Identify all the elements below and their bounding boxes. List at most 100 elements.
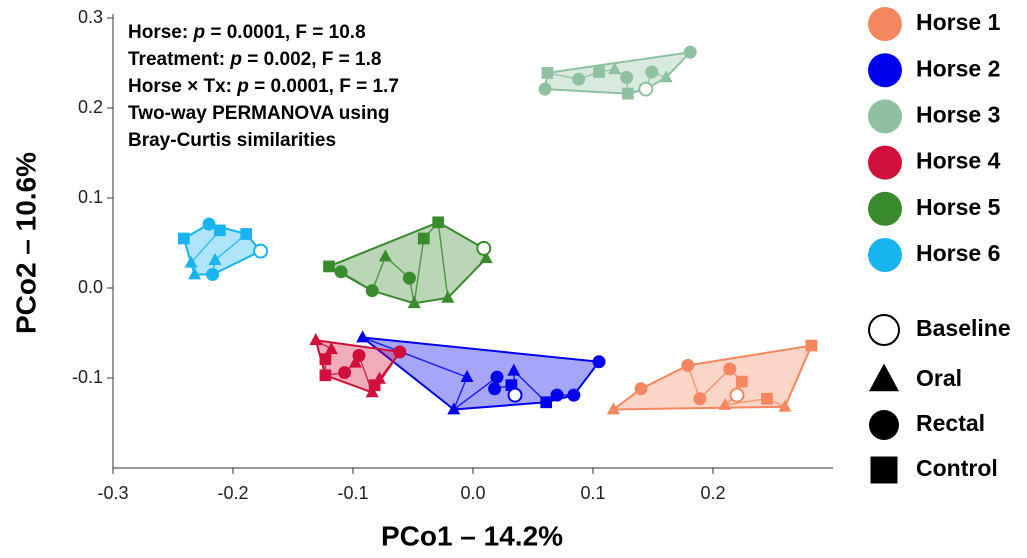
x-tick-label: 0.2 [700,483,725,503]
marker-rectal [206,268,220,281]
x-tick-label: 0.1 [580,483,605,503]
legend-swatch [868,145,902,180]
marker-rectal [693,392,707,406]
marker-control [540,396,553,409]
marker-oral [507,363,521,376]
marker-control [621,87,634,100]
marker-oral [184,255,198,268]
marker-oral [659,70,673,83]
marker-rectal [681,358,695,372]
marker-oral [372,371,386,384]
annotation-part: p [236,76,249,97]
legend-swatch [868,191,902,226]
marker-oral [407,296,421,309]
marker-control [593,66,605,78]
marker-oral [608,62,622,75]
marker-control [177,232,190,245]
annotation-part: Two-way PERMANOVA using [128,103,389,124]
marker-control [505,379,518,392]
marker-baseline [253,243,269,259]
legend-label: Rectal [916,410,985,436]
marker-oral [479,251,493,264]
group-hull [328,221,488,305]
marker-rectal [683,45,697,59]
marker-control [417,232,430,245]
x-axis-label: PCo1 – 14.2% [381,520,563,551]
legend-label: Horse 2 [916,55,1000,81]
y-tick-label: 0.1 [78,187,103,207]
annotation: Horse: p = 0.0001, F = 10.8 [128,22,366,43]
y-tick-label: 0.0 [78,277,103,297]
marker-oral [365,385,379,398]
legend-label: Oral [916,365,962,391]
marker-rectal [620,70,634,84]
annotation-part: Bray-Curtis similarities [128,130,336,151]
marker-rectal [352,349,366,362]
marker-control [319,353,332,365]
marker-oral [718,397,732,410]
annotation: Bray-Curtis similarities [128,130,336,151]
marker-control [761,392,773,405]
legend-swatch [868,238,902,272]
marker-oral [348,355,362,368]
legend-label: Horse 1 [916,9,1001,35]
y-tick-label: 0.2 [78,97,103,117]
x-tick-label: -0.3 [97,483,128,503]
marker-rectal [202,217,216,231]
marker-oral [208,252,222,265]
marker-oral [356,330,370,343]
legend-swatch [868,53,902,88]
annotation: Treatment: p = 0.002, F = 1.8 [128,49,381,70]
annotation-part: p [229,49,242,70]
marker-oral [778,399,792,412]
marker-control [432,216,445,229]
marker-baseline [868,314,900,346]
marker-control [805,339,818,352]
x-tick-label: -0.1 [337,483,368,503]
marker-rectal [490,370,504,384]
marker-oral [188,267,202,280]
marker-control [735,375,748,388]
legend-label: Horse 6 [916,240,1000,266]
legend-label: Control [916,455,998,481]
x-tick-label: -0.2 [217,483,248,503]
marker-control [213,224,226,237]
marker-oral [460,369,474,382]
legend-swatch [868,99,902,134]
marker-control [870,456,898,484]
marker-control [240,228,253,240]
legend-label: Horse 4 [916,148,1001,174]
annotation-part: = 0.0001, F = 10.8 [205,22,366,43]
marker-control [319,369,332,382]
annotation: Two-way PERMANOVA using [128,103,389,124]
marker-rectal [488,382,502,396]
annotation: Horse × Tx: p = 0.0001, F = 1.7 [128,76,399,97]
annotation-part: = 0.002, F = 1.8 [242,49,381,70]
marker-rectal [592,355,606,369]
marker-rectal [538,82,552,96]
legend-swatch [868,7,902,41]
legend-label: Horse 3 [916,101,1000,127]
marker-oral [869,363,899,392]
group-hull [612,344,813,411]
marker-rectal [365,284,379,298]
marker-control [541,67,554,79]
marker-rectal [645,65,659,79]
marker-oral [441,290,455,303]
marker-baseline [729,387,745,403]
annotation-part: Treatment: [128,49,230,70]
marker-rectal [723,362,737,376]
marker-baseline [507,387,523,403]
y-tick-label: 0.3 [78,7,103,27]
legend-label: Baseline [916,315,1011,341]
x-tick-label: 0.0 [460,483,485,503]
marker-rectal [634,382,648,396]
marker-rectal [572,72,586,86]
legend-label: Horse 5 [916,194,1001,220]
marker-rectal [338,366,352,380]
marker-rectal [334,265,348,279]
marker-baseline [476,240,492,256]
marker-oral [309,333,323,346]
marker-control [323,260,335,273]
annotation-part: = 0.0001, F = 1.7 [249,76,399,97]
